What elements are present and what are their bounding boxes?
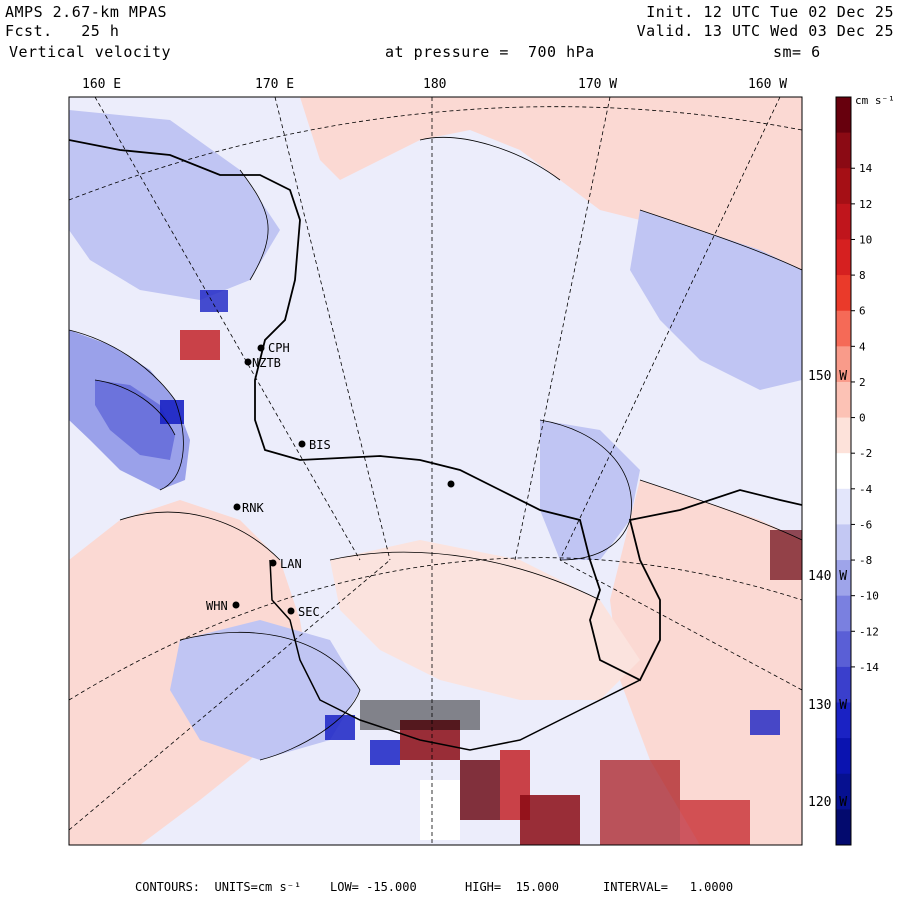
negative-region-east bbox=[540, 420, 640, 560]
negative-region-northeast bbox=[630, 210, 802, 390]
pressure-level: at pressure = 700 hPa bbox=[385, 43, 595, 61]
colorbar-segment bbox=[836, 381, 851, 419]
station-cph-dot bbox=[257, 344, 265, 352]
colorbar-tick-label: 0 bbox=[859, 412, 866, 425]
station-bis-dot bbox=[298, 440, 306, 448]
colorbar-segment bbox=[836, 631, 851, 668]
station-markers: CPH NZTB BIS RNK LAN WHN SEC bbox=[206, 341, 455, 619]
ross-ice-shelf-edge bbox=[269, 559, 641, 751]
colorbar-tick-label: -4 bbox=[859, 483, 873, 496]
colorbar-tick-label: 12 bbox=[859, 198, 872, 211]
lon-label-170w: 170 W bbox=[578, 77, 618, 92]
positive-region-southeast bbox=[610, 480, 802, 845]
colorbar-segment bbox=[836, 346, 851, 383]
colorbar-ticks: 14 12 10 8 6 4 2 0 -2 -4 -6 -8 -10 -12 -14 bbox=[851, 162, 879, 674]
colorbar-segment bbox=[836, 275, 851, 312]
station-cph-label: CPH bbox=[268, 341, 290, 355]
station-sec-label: SEC bbox=[298, 605, 320, 619]
contour-lines bbox=[69, 137, 802, 761]
lon-label-180: 180 bbox=[423, 77, 447, 92]
colorbar-tick-label: 10 bbox=[859, 233, 872, 246]
station-lan-dot bbox=[269, 559, 277, 567]
station-nztb-label: NZTB bbox=[252, 356, 281, 370]
station-whn-label: WHN bbox=[206, 599, 228, 613]
colorbar-segment bbox=[836, 310, 851, 347]
station-whn-dot bbox=[232, 601, 240, 609]
colorbar-tick-label: 14 bbox=[859, 162, 873, 175]
colorbar-tick-label: 2 bbox=[859, 376, 866, 389]
colorbar-tick-label: 4 bbox=[859, 340, 866, 353]
smoothing: sm= 6 bbox=[773, 43, 821, 61]
station-lan-label: LAN bbox=[280, 557, 302, 571]
lon-label-160e: 160 E bbox=[82, 77, 122, 92]
station-rnk-dot bbox=[233, 503, 241, 511]
colorbar-segment bbox=[836, 560, 851, 597]
station-sec-dot bbox=[287, 607, 295, 615]
colorbar-segment bbox=[836, 203, 851, 240]
colorbar-segment bbox=[836, 595, 851, 632]
colorbar-segment bbox=[836, 524, 851, 561]
colorbar-segment bbox=[836, 666, 851, 704]
wave-patches bbox=[160, 290, 802, 845]
footer-contours: CONTOURS: UNITS=cm s⁻¹ bbox=[135, 880, 302, 894]
colorbar-segment bbox=[836, 702, 851, 739]
colorbar-segment bbox=[836, 417, 851, 454]
lat-label-150w: 150 W bbox=[808, 369, 848, 384]
negative-region-south bbox=[170, 620, 360, 760]
lon-label-160w: 160 W bbox=[748, 77, 788, 92]
colorbar-segment bbox=[836, 239, 851, 276]
valid-time: Valid. 13 UTC Wed 03 Dec 25 bbox=[636, 22, 894, 40]
colorbar-tick-label: 8 bbox=[859, 269, 866, 282]
forecast-hour: Fcst. 25 h bbox=[5, 22, 120, 40]
footer-high: HIGH= 15.000 bbox=[465, 880, 559, 894]
footer-low: LOW= -15.000 bbox=[330, 880, 417, 894]
negative-region-northwest bbox=[69, 110, 280, 300]
colorbar-tick-label: -10 bbox=[859, 590, 879, 603]
colorbar-units: cm s⁻¹ bbox=[855, 94, 895, 107]
station-bis-label: BIS bbox=[309, 438, 331, 452]
colorbar-segment bbox=[836, 97, 851, 134]
coastline bbox=[69, 139, 802, 682]
negative-region-west-core bbox=[95, 380, 175, 460]
colorbar-tick-label: -12 bbox=[859, 625, 879, 638]
colorbar-segment bbox=[836, 453, 851, 490]
colorbar-segment bbox=[836, 132, 851, 169]
colorbar-tick-label: -2 bbox=[859, 447, 872, 460]
colorbar-segment bbox=[836, 168, 851, 205]
graticule bbox=[69, 97, 802, 845]
station-pole-dot bbox=[447, 480, 455, 488]
map-frame bbox=[68, 96, 803, 846]
colorbar-segment bbox=[836, 773, 851, 810]
colorbar-tick-label: -6 bbox=[859, 518, 872, 531]
model-title: AMPS 2.67-km MPAS bbox=[5, 3, 168, 21]
lon-label-170e: 170 E bbox=[255, 77, 295, 92]
colorbar-segment bbox=[836, 809, 851, 846]
positive-region-north bbox=[300, 97, 802, 300]
colorbar-tick-label: 6 bbox=[859, 305, 866, 318]
colorbar bbox=[836, 97, 851, 846]
colorbar-segment bbox=[836, 488, 851, 525]
colorbar-frame bbox=[835, 96, 852, 846]
lat-label-130w: 130 W bbox=[808, 698, 848, 713]
field-name: Vertical velocity bbox=[9, 43, 172, 61]
colorbar-tick-label: -14 bbox=[859, 661, 879, 674]
lat-label-120w: 120 W bbox=[808, 795, 848, 810]
footer-interval: INTERVAL= 1.0000 bbox=[603, 880, 734, 894]
colorbar-segment bbox=[836, 738, 851, 775]
station-nztb-dot bbox=[244, 358, 252, 366]
positive-region-central bbox=[330, 540, 640, 700]
colorbar-tick-label: -8 bbox=[859, 554, 872, 567]
lat-label-140w: 140 W bbox=[808, 569, 848, 584]
init-time: Init. 12 UTC Tue 02 Dec 25 bbox=[646, 3, 894, 21]
station-rnk-label: RNK bbox=[242, 501, 264, 515]
